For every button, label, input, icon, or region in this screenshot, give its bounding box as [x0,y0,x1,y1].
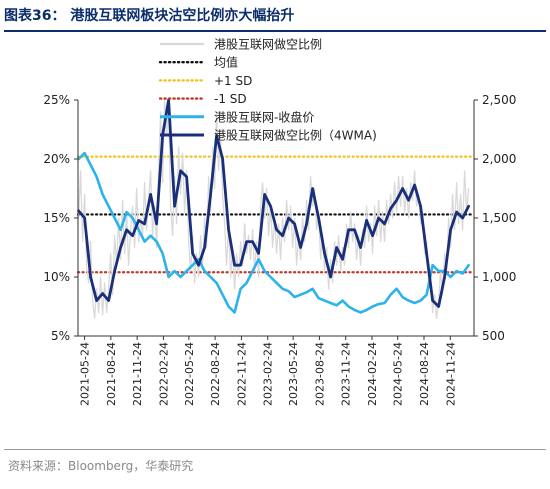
x-tick-label: 2022-05-24 [183,342,196,406]
legend-item-close: 港股互联网-收盘价 [160,109,314,124]
short-ratio-line [77,99,470,319]
right-tick-label: 1,500 [482,211,516,225]
legend-item-short_ratio: 港股互联网做空比例 [160,37,322,52]
x-tick-label: 2023-08-24 [313,342,326,406]
title-underline [4,30,546,32]
right-tick-label: 2,000 [482,152,516,166]
x-tick-label: 2021-08-24 [105,342,118,406]
x-tick-label: 2021-11-24 [131,342,144,406]
left-tick-label: 5% [51,329,70,343]
left-tick-label: 25% [43,93,70,107]
x-tick-label: 2022-08-24 [209,342,222,406]
legend-item-plus1sd: +1 SD [158,74,252,88]
close-price-line [77,151,470,314]
x-tick-label: 2022-11-24 [235,342,248,406]
x-tick-label: 2022-02-24 [157,342,170,406]
legend-label: -1 SD [214,92,247,106]
legend-label: 港股互联网-收盘价 [214,109,314,124]
legend-label: +1 SD [214,74,252,88]
right-tick-label: 1,000 [482,270,516,284]
x-tick-label: 2024-08-24 [418,342,431,406]
left-tick-label: 20% [43,152,70,166]
chart-title: 图表36： 港股互联网板块沽空比例亦大幅抬升 [4,8,295,24]
legend-label: 港股互联网做空比例 [214,37,322,52]
left-tick-label: 10% [43,270,70,284]
right-tick-label: 2,500 [482,93,516,107]
x-tick-label: 2023-02-24 [262,342,275,406]
legend-item-mean: 均值 [158,55,238,70]
legend-label: 港股互联网做空比例（4WMA) [214,128,377,143]
legend-label: 均值 [214,55,238,70]
source-note: 资料来源：Bloomberg，华泰研究 [8,459,194,473]
x-tick-label: 2024-05-24 [392,342,405,406]
x-tick-label: 2021-05-24 [79,342,92,406]
x-tick-label: 2024-02-24 [366,342,379,406]
x-tick-label: 2024-11-24 [444,342,457,406]
legend-item-minus1sd: -1 SD [158,92,247,106]
x-tick-label: 2023-05-24 [287,342,300,406]
x-tick-label: 2023-11-24 [340,342,353,406]
series-layer [77,98,470,319]
legend-item-ma4: 港股互联网做空比例（4WMA) [160,128,377,143]
source-divider [4,449,546,450]
short-ratio-4wma-line [77,98,470,308]
right-tick-label: 500 [482,329,505,343]
axes: 5% 10% 15% 20% 25% 500 1,000 1,500 2,000 2,500 202… [43,93,516,406]
left-tick-label: 15% [43,211,70,225]
